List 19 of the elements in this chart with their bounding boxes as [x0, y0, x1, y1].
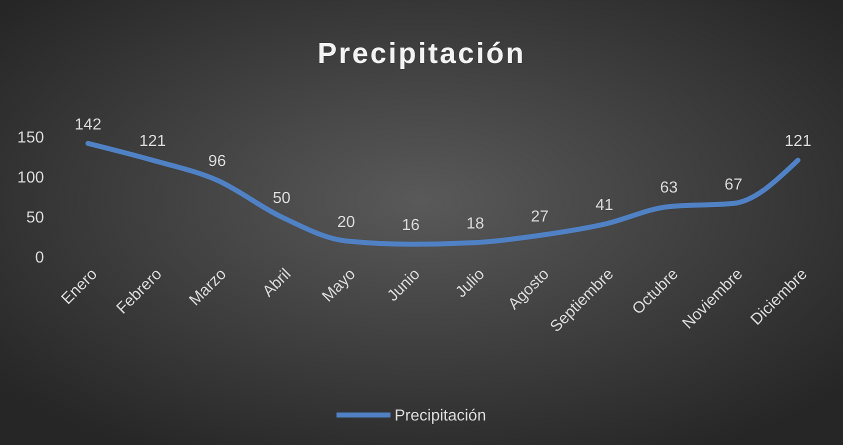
data-label: 67	[724, 176, 742, 194]
data-label: 16	[402, 217, 420, 234]
y-tick-label: 0	[35, 250, 44, 267]
x-tick-label: Julio	[452, 266, 488, 302]
y-tick-label: 50	[26, 210, 44, 227]
y-tick-label: 150	[17, 130, 44, 147]
data-label: 96	[208, 153, 226, 170]
y-tick-label: 100	[17, 170, 44, 187]
data-label: 41	[595, 197, 614, 214]
data-label: 63	[660, 180, 678, 197]
data-label: 20	[337, 214, 356, 231]
data-label: 121	[139, 133, 166, 150]
data-label: 121	[784, 133, 812, 150]
data-label: 18	[466, 216, 484, 233]
data-label: 50	[272, 190, 291, 207]
data-label: 27	[530, 208, 549, 226]
legend-label: Precipitación	[394, 408, 486, 425]
chart-title: Precipitación	[317, 38, 526, 70]
data-label: 142	[74, 116, 102, 134]
